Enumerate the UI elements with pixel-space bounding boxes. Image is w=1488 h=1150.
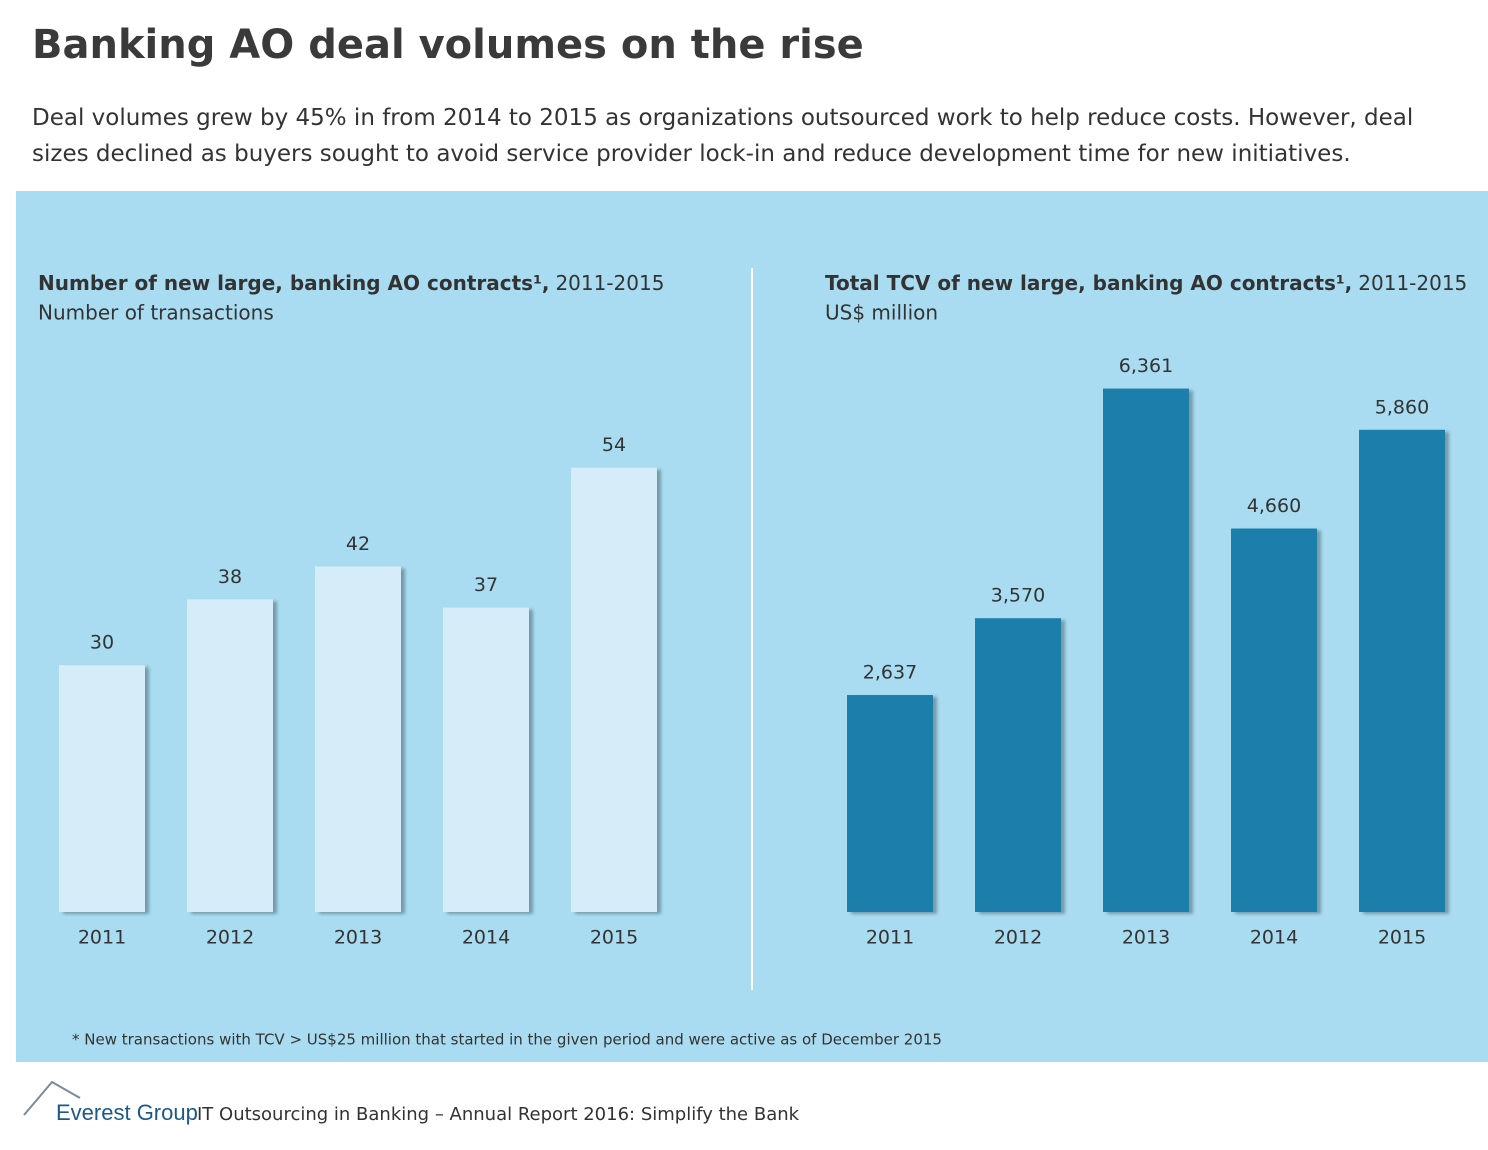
- x-tick-label: 2012: [994, 927, 1042, 949]
- chart-subtitle: Number of transactions: [38, 301, 274, 325]
- value-label: 37: [474, 574, 498, 596]
- page-title: Banking AO deal volumes on the rise: [32, 22, 864, 68]
- chart-subtitle: US$ million: [825, 301, 938, 325]
- bar: [443, 607, 529, 912]
- x-tick-label: 2014: [1250, 927, 1298, 949]
- value-label: 6,361: [1119, 355, 1173, 377]
- footer-text: IT Outsourcing in Banking – Annual Repor…: [197, 1104, 800, 1125]
- page-subtitle: Deal volumes grew by 45% in from 2014 to…: [32, 105, 1414, 167]
- x-tick-label: 2011: [866, 927, 914, 949]
- footnote: * New transactions with TCV > US$25 mill…: [72, 1031, 942, 1049]
- chart-title-main: Total TCV of new large, banking AO contr…: [825, 271, 1352, 295]
- bar: [315, 566, 401, 912]
- chart-title-period: 2011-2015: [555, 271, 664, 295]
- x-tick-label: 2013: [1122, 927, 1170, 949]
- bar: [59, 665, 145, 912]
- logo-mark: [23, 1080, 81, 1116]
- x-tick-label: 2013: [334, 927, 382, 949]
- value-label: 4,660: [1247, 495, 1301, 517]
- value-label: 42: [346, 533, 370, 555]
- bar: [1359, 429, 1445, 912]
- value-label: 2,637: [863, 662, 917, 684]
- value-label: 38: [218, 566, 242, 588]
- brand: Everest Group: [56, 1100, 198, 1125]
- bar: [1231, 528, 1317, 912]
- value-label: 54: [602, 434, 626, 456]
- value-label: 3,570: [991, 585, 1045, 607]
- chart-title: Total TCV of new large, banking AO contr…: [825, 271, 1467, 295]
- chart-title: Number of new large, banking AO contract…: [38, 271, 664, 295]
- x-tick-label: 2015: [590, 927, 638, 949]
- chart-title-main: Number of new large, banking AO contract…: [38, 271, 549, 295]
- value-label: 30: [90, 632, 114, 654]
- bar: [187, 599, 273, 912]
- bar: [847, 695, 933, 912]
- chart-title-period: 2011-2015: [1358, 271, 1467, 295]
- x-tick-label: 2011: [78, 927, 126, 949]
- x-tick-label: 2015: [1378, 927, 1426, 949]
- bar: [571, 467, 657, 912]
- x-tick-label: 2012: [206, 927, 254, 949]
- bar: [975, 618, 1061, 912]
- x-tick-label: 2014: [462, 927, 510, 949]
- value-label: 5,860: [1375, 396, 1429, 418]
- bar: [1103, 388, 1189, 912]
